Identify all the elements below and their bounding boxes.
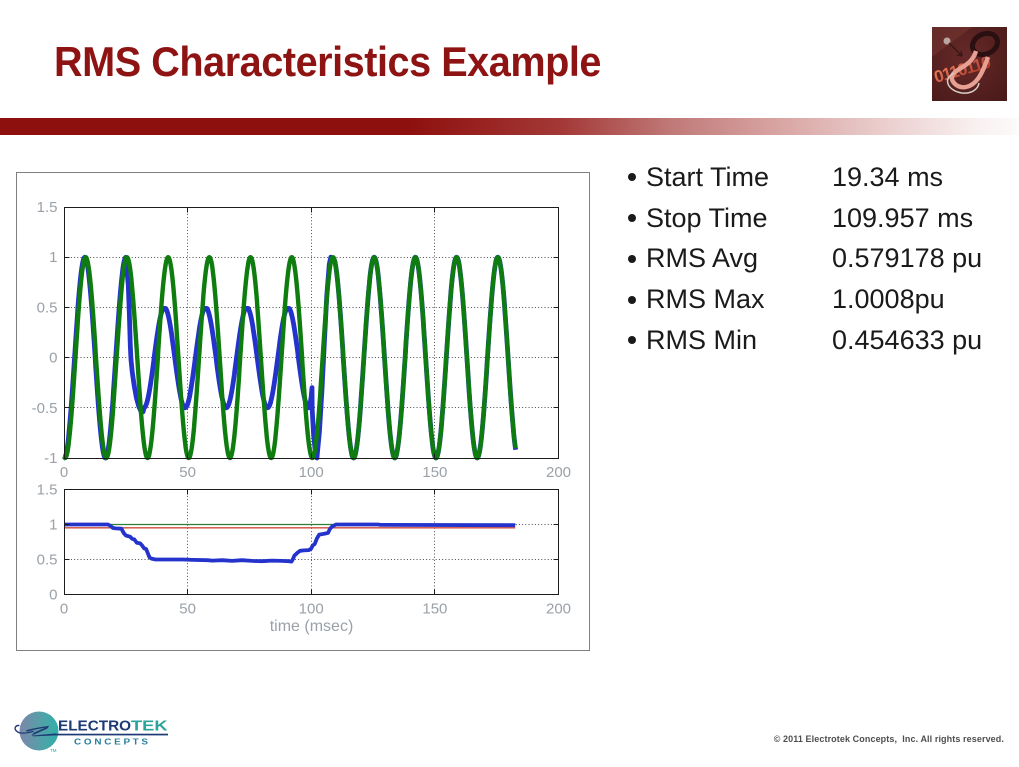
svg-text:50: 50 <box>179 601 196 618</box>
svg-text:100: 100 <box>299 601 324 618</box>
svg-text:time (msec): time (msec) <box>270 618 354 635</box>
svg-text:200: 200 <box>546 464 571 481</box>
svg-text:1: 1 <box>49 517 57 534</box>
svg-text:0.5: 0.5 <box>37 552 58 569</box>
svg-text:-1: -1 <box>44 450 57 467</box>
svg-text:1.5: 1.5 <box>37 199 58 216</box>
svg-text:-0.5: -0.5 <box>32 400 58 417</box>
svg-text:TEK: TEK <box>131 718 168 734</box>
svg-text:1: 1 <box>49 249 57 266</box>
svg-text:C O N C E P T S: C O N C E P T S <box>74 738 148 747</box>
svg-text:0: 0 <box>60 464 68 481</box>
svg-text:0: 0 <box>49 350 57 367</box>
svg-text:50: 50 <box>179 464 196 481</box>
svg-text:0: 0 <box>49 587 57 604</box>
svg-text:TM: TM <box>50 748 57 753</box>
svg-text:0.5: 0.5 <box>37 299 58 316</box>
svg-text:200: 200 <box>546 601 571 618</box>
svg-text:150: 150 <box>422 464 447 481</box>
svg-text:150: 150 <box>422 601 447 618</box>
svg-text:1.5: 1.5 <box>37 482 58 499</box>
svg-text:ELECTRO: ELECTRO <box>58 718 131 734</box>
svg-text:0: 0 <box>60 601 68 618</box>
svg-text:100: 100 <box>299 464 324 481</box>
